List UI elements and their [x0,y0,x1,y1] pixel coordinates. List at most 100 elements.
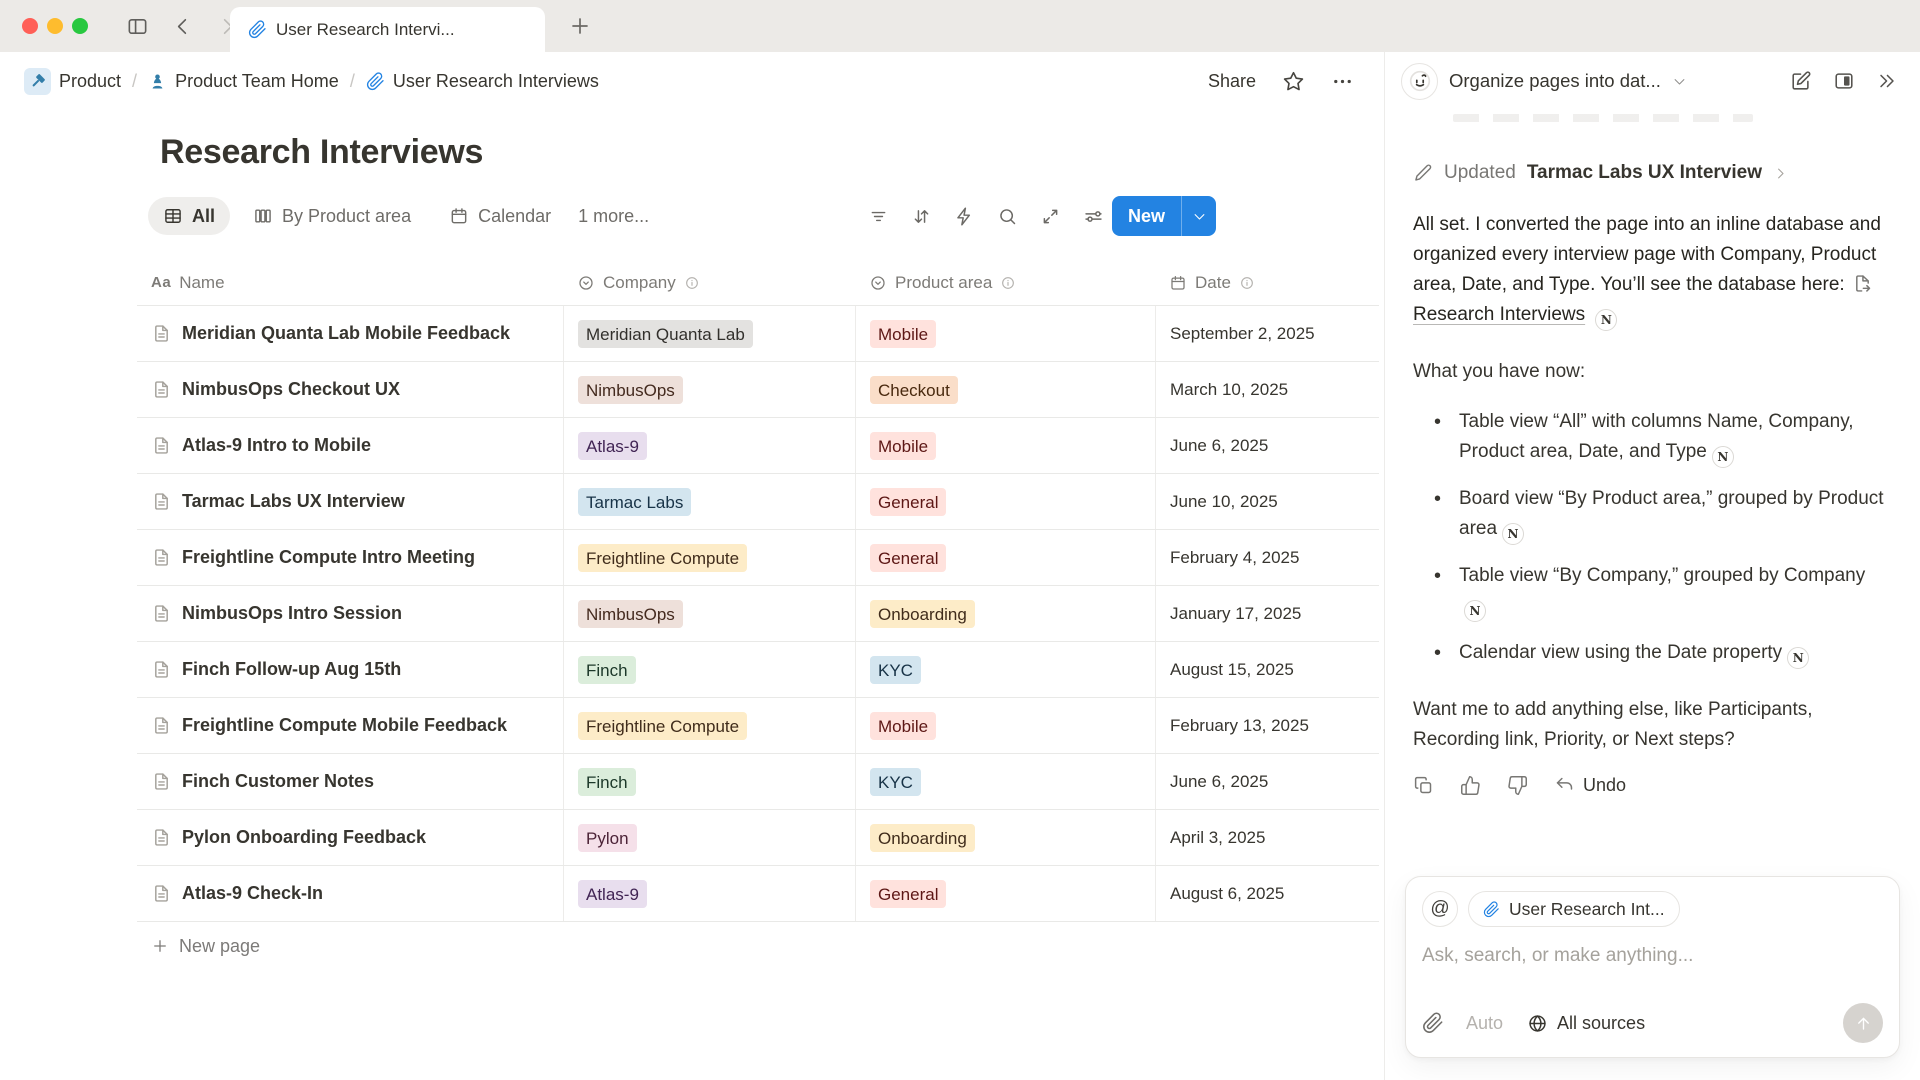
sort-icon[interactable] [911,206,932,227]
search-icon[interactable] [997,206,1018,227]
collapse-panel-icon[interactable] [1876,70,1898,92]
product-area-cell[interactable]: Checkout [855,362,1155,417]
column-header-date[interactable]: Date [1155,260,1379,305]
date-cell[interactable]: August 15, 2025 [1155,642,1379,697]
expand-icon[interactable] [1040,206,1061,227]
table-row[interactable]: Meridian Quanta Lab Mobile Feedback Merid… [137,306,1379,362]
sidebar-toggle-icon[interactable] [126,15,149,38]
table-row[interactable]: Finch Follow-up Aug 15th Finch KYC August 1… [137,642,1379,698]
table-row[interactable]: Freightline Compute Mobile Feedback Freig… [137,698,1379,754]
new-page-button[interactable]: New page [137,922,1379,970]
name-cell[interactable]: Tarmac Labs UX Interview [137,474,563,529]
auto-mode-label[interactable]: Auto [1466,1012,1504,1033]
date-cell[interactable]: March 10, 2025 [1155,362,1379,417]
name-cell[interactable]: Finch Customer Notes [137,754,563,809]
date-cell[interactable]: February 4, 2025 [1155,530,1379,585]
name-cell[interactable]: Atlas-9 Check-In [137,866,563,921]
mention-button[interactable]: @ [1422,891,1458,927]
name-cell[interactable]: Atlas-9 Intro to Mobile [137,418,563,473]
company-cell[interactable]: Meridian Quanta Lab [563,306,855,361]
database-link[interactable]: Research Interviews [1413,304,1586,325]
column-header-company[interactable]: Company [563,260,855,305]
minimize-window-button[interactable] [47,18,63,34]
sources-selector[interactable]: All sources [1527,1013,1645,1034]
table-row[interactable]: Freightline Compute Intro Meeting Freight… [137,530,1379,586]
context-chip[interactable]: User Research Int... [1468,891,1680,927]
favorite-star-icon[interactable] [1282,70,1305,93]
view-tab-by-product-area[interactable]: By Product area [238,197,426,235]
name-cell[interactable]: NimbusOps Intro Session [137,586,563,641]
table-row[interactable]: Finch Customer Notes Finch KYC June 6, 2025 [137,754,1379,810]
table-row[interactable]: Pylon Onboarding Feedback Pylon Onboarding… [137,810,1379,866]
date-cell[interactable]: February 13, 2025 [1155,698,1379,753]
name-cell[interactable]: Meridian Quanta Lab Mobile Feedback [137,306,563,361]
date-cell[interactable]: June 6, 2025 [1155,754,1379,809]
update-chip[interactable]: Updated Tarmac Labs UX Interview [1413,162,1892,184]
company-cell[interactable]: Freightline Compute [563,698,855,753]
product-area-cell[interactable]: General [855,474,1155,529]
new-button-dropdown[interactable] [1182,209,1216,224]
undo-button[interactable]: Undo [1554,775,1626,796]
chevron-down-icon[interactable] [1672,74,1687,89]
date-cell[interactable]: April 3, 2025 [1155,810,1379,865]
product-area-cell[interactable]: Onboarding [855,810,1155,865]
breadcrumb-item[interactable]: Product Team Home [148,71,339,92]
new-button[interactable]: New [1111,196,1216,236]
company-cell[interactable]: Atlas-9 [563,418,855,473]
back-icon[interactable] [171,15,194,38]
company-cell[interactable]: Tarmac Labs [563,474,855,529]
view-settings-icon[interactable] [1083,206,1104,227]
name-cell[interactable]: Freightline Compute Mobile Feedback [137,698,563,753]
thumbs-up-icon[interactable] [1460,775,1481,796]
column-header-product-area[interactable]: Product area [855,260,1155,305]
send-button[interactable] [1843,1003,1883,1043]
product-area-cell[interactable]: General [855,530,1155,585]
date-cell[interactable]: June 10, 2025 [1155,474,1379,529]
automation-icon[interactable] [954,206,975,227]
new-button-label[interactable]: New [1127,205,1165,226]
date-cell[interactable]: September 2, 2025 [1155,306,1379,361]
close-window-button[interactable] [22,18,38,34]
product-area-cell[interactable]: Mobile [855,306,1155,361]
company-cell[interactable]: Pylon [563,810,855,865]
date-cell[interactable]: January 17, 2025 [1155,586,1379,641]
table-row[interactable]: Tarmac Labs UX Interview Tarmac Labs Gener… [137,474,1379,530]
product-area-cell[interactable]: KYC [855,754,1155,809]
date-cell[interactable]: August 6, 2025 [1155,866,1379,921]
company-cell[interactable]: Finch [563,642,855,697]
product-area-cell[interactable]: General [855,866,1155,921]
company-cell[interactable]: Atlas-9 [563,866,855,921]
thumbs-down-icon[interactable] [1507,775,1528,796]
share-button[interactable]: Share [1207,70,1256,91]
ai-thread-title[interactable]: Organize pages into dat... [1449,70,1661,91]
name-cell[interactable]: Finch Follow-up Aug 15th [137,642,563,697]
breadcrumb-item[interactable]: Product [24,67,121,95]
more-views-button[interactable]: 1 more... [578,205,650,226]
company-cell[interactable]: NimbusOps [563,586,855,641]
table-row[interactable]: NimbusOps Checkout UX NimbusOps Checkout Ma… [137,362,1379,418]
name-cell[interactable]: Pylon Onboarding Feedback [137,810,563,865]
company-cell[interactable]: NimbusOps [563,362,855,417]
company-cell[interactable]: Finch [563,754,855,809]
product-area-cell[interactable]: Mobile [855,418,1155,473]
table-row[interactable]: NimbusOps Intro Session NimbusOps Onboardi… [137,586,1379,642]
view-tab-all[interactable]: All [148,197,231,235]
breadcrumb-item[interactable]: User Research Interviews [366,71,599,92]
table-row[interactable]: Atlas-9 Intro to Mobile Atlas-9 Mobile June… [137,418,1379,474]
product-area-cell[interactable]: Mobile [855,698,1155,753]
browser-tab[interactable]: User Research Intervi... [230,7,545,52]
zoom-window-button[interactable] [72,18,88,34]
new-chat-icon[interactable] [1790,70,1812,92]
more-options-icon[interactable] [1331,70,1354,93]
attach-icon[interactable] [1422,1012,1444,1034]
name-cell[interactable]: Freightline Compute Intro Meeting [137,530,563,585]
copy-icon[interactable] [1413,775,1434,796]
name-cell[interactable]: NimbusOps Checkout UX [137,362,563,417]
table-row[interactable]: Atlas-9 Check-In Atlas-9 General August 6, … [137,866,1379,922]
panel-layout-icon[interactable] [1833,70,1855,92]
view-tab-calendar[interactable]: Calendar [434,197,566,235]
company-cell[interactable]: Freightline Compute [563,530,855,585]
product-area-cell[interactable]: KYC [855,642,1155,697]
new-tab-button[interactable] [568,14,592,38]
column-header-name[interactable]: Aa Name [137,260,563,305]
